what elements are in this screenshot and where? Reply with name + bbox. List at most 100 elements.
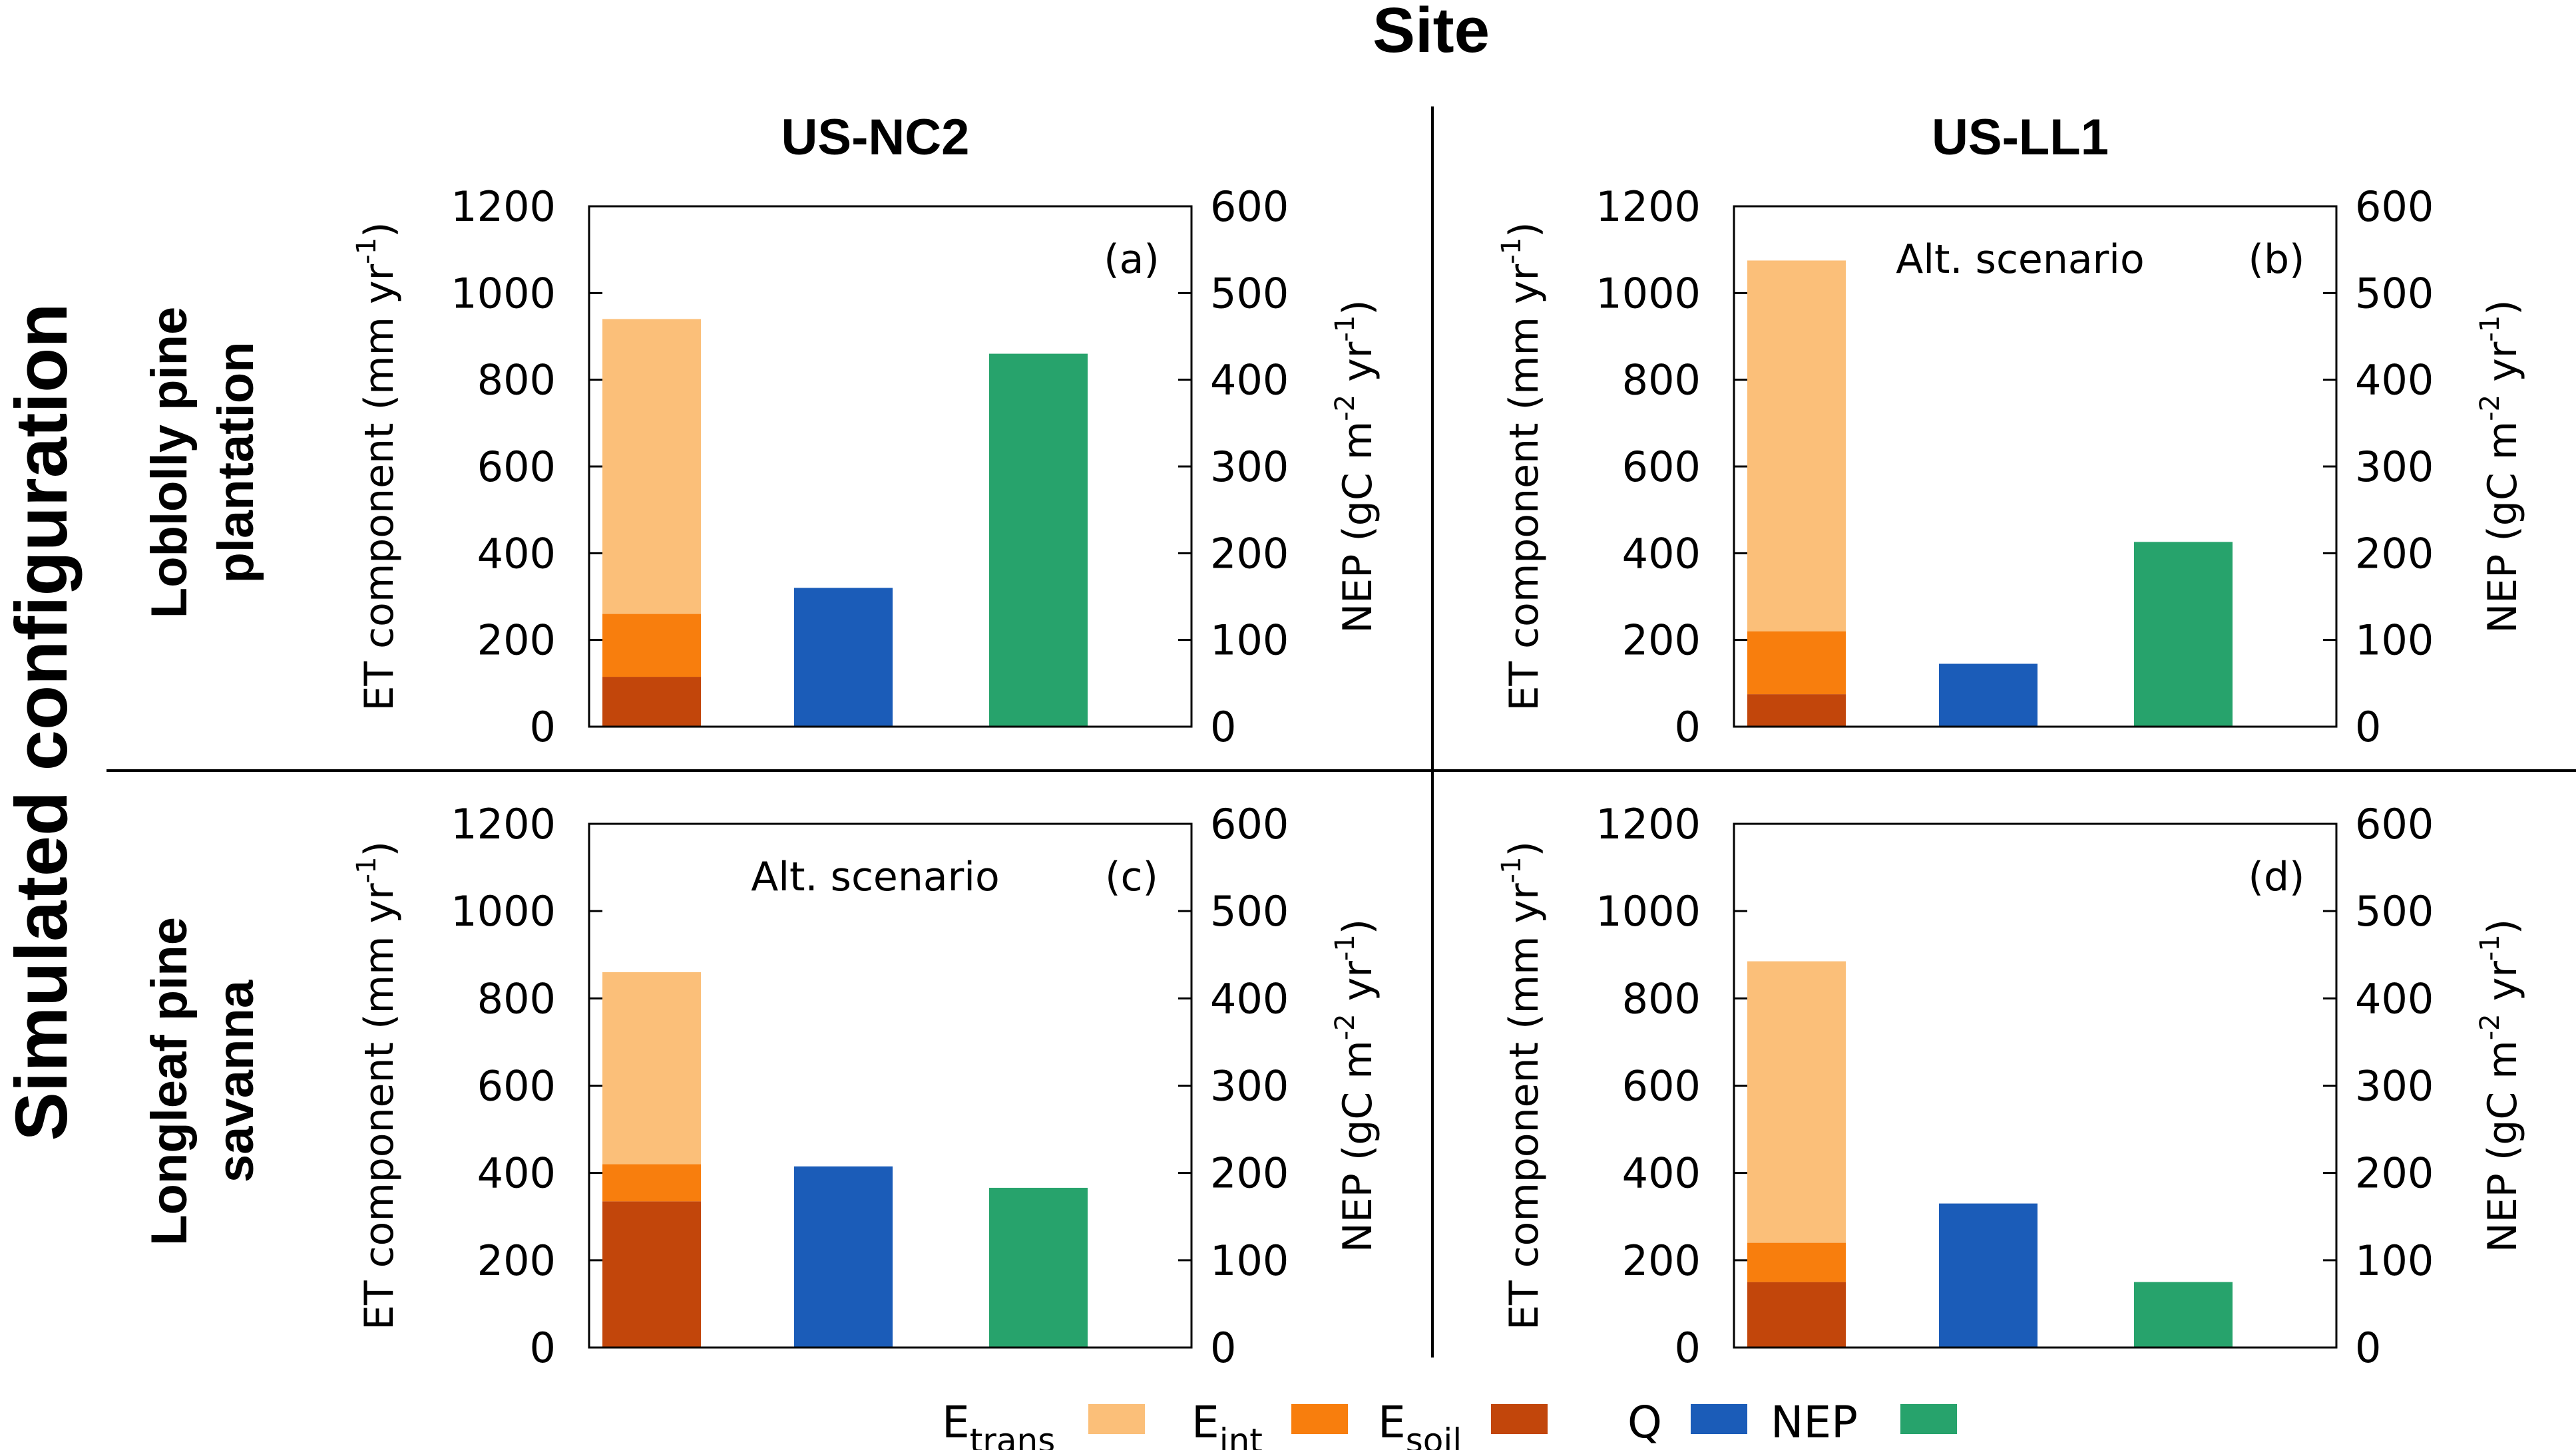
panel-label: (c)	[1105, 854, 1158, 900]
right-tick-label: 300	[1210, 443, 1289, 491]
panel-d: 0 200 400 600 800 1000 1200 0 100 200 300 400 500 600…	[1496, 800, 2526, 1372]
legend-label: Etrans	[942, 1397, 1055, 1450]
left-tick-label: 0	[1675, 1324, 1701, 1372]
right-tick-label: 500	[2355, 887, 2434, 936]
row-title-loblolly-line2: plantation	[208, 341, 264, 583]
column-title-us-ll1: US-LL1	[1932, 109, 2109, 166]
left-tick-label: 1000	[451, 887, 556, 936]
left-tick-label: 600	[1622, 443, 1701, 491]
panel-b: 0 200 400 600 800 1000 1200 0 100 200 300 400 500 600…	[1496, 182, 2526, 751]
left-tick-label: 800	[477, 974, 556, 1023]
bar-e-trans	[602, 319, 701, 614]
scenario-label: Alt. scenario	[751, 854, 999, 900]
legend-item-q: Q	[1627, 1397, 1747, 1448]
left-tick-label: 200	[1622, 616, 1701, 665]
panel-label: (b)	[2249, 236, 2305, 283]
left-tick-label: 1200	[451, 182, 556, 231]
site-title: Site	[1373, 0, 1490, 66]
left-tick-label: 400	[1622, 1149, 1701, 1198]
bar-nep	[989, 1187, 1088, 1348]
right-tick-label: 200	[1210, 1149, 1289, 1198]
legend-label: Esoil	[1378, 1397, 1462, 1450]
left-axis-label: ET component (mm yr-1)	[351, 222, 403, 711]
bar-e-int	[1747, 631, 1846, 695]
right-tick-label: 400	[2355, 356, 2434, 405]
right-tick-label: 0	[2355, 1324, 2381, 1372]
bar-e-soil	[602, 677, 701, 727]
bar-e-int	[602, 1164, 701, 1202]
bar-q	[1939, 663, 2038, 727]
left-tick-label: 200	[477, 1236, 556, 1285]
left-tick-label: 1200	[1596, 182, 1701, 231]
left-tick-label: 1000	[451, 269, 556, 317]
right-axis-label: NEP (gC m-2 yr-1)	[1330, 299, 1381, 633]
row-title-loblolly-line1: Loblolly pine	[141, 307, 198, 619]
left-tick-label: 0	[530, 703, 556, 751]
row-title-longleaf: Longleaf pine savanna	[141, 917, 264, 1246]
bar-e-soil	[1747, 694, 1846, 727]
row-title-longleaf-line1: Longleaf pine	[141, 917, 198, 1246]
left-axis-label: ET component (mm yr-1)	[1496, 841, 1548, 1330]
bar-q	[794, 1166, 893, 1348]
right-tick-label: 200	[1210, 529, 1289, 578]
left-tick-label: 400	[1622, 529, 1701, 578]
right-tick-label: 300	[1210, 1062, 1289, 1111]
right-tick-label: 0	[2355, 703, 2381, 751]
right-axis-label: NEP (gC m-2 yr-1)	[2475, 299, 2526, 633]
left-tick-label: 800	[477, 356, 556, 405]
legend-label: NEP	[1771, 1397, 1858, 1448]
right-tick-label: 100	[2355, 616, 2434, 665]
scenario-label: Alt. scenario	[1896, 236, 2144, 283]
left-tick-label: 1000	[1596, 887, 1701, 936]
right-tick-label: 0	[1210, 1324, 1236, 1372]
bar-e-soil	[602, 1201, 701, 1348]
bar-q	[1939, 1203, 2038, 1348]
right-tick-label: 500	[1210, 887, 1289, 936]
right-tick-label: 600	[2355, 182, 2434, 231]
bar-e-trans	[1747, 961, 1846, 1243]
right-axis-label: NEP (gC m-2 yr-1)	[2475, 919, 2526, 1252]
right-tick-label: 500	[1210, 269, 1289, 317]
bar-nep	[2134, 1282, 2233, 1348]
right-tick-label: 400	[1210, 974, 1289, 1023]
left-axis-label: ET component (mm yr-1)	[1496, 222, 1548, 711]
legend-swatch	[1691, 1404, 1747, 1434]
right-tick-label: 300	[2355, 1062, 2434, 1111]
legend-label: Eint	[1191, 1397, 1263, 1450]
left-tick-label: 0	[530, 1324, 556, 1372]
panels: 0200400600800100012000100200300400500600…	[351, 182, 2526, 1372]
right-tick-label: 600	[2355, 800, 2434, 848]
left-tick-label: 400	[477, 1149, 556, 1198]
bar-e-soil	[1747, 1282, 1846, 1348]
legend-item-e-soil: Esoil	[1378, 1397, 1548, 1450]
right-tick-label: 200	[2355, 529, 2434, 578]
bar-nep	[2134, 542, 2233, 727]
right-tick-label: 200	[2355, 1149, 2434, 1198]
legend-swatch	[1900, 1404, 1957, 1434]
left-tick-label: 600	[477, 1062, 556, 1111]
left-tick-label: 800	[1622, 974, 1701, 1023]
left-tick-label: 200	[477, 616, 556, 665]
bar-nep	[989, 353, 1088, 727]
row-title-loblolly: Loblolly pine plantation	[141, 307, 264, 619]
left-tick-label: 400	[477, 529, 556, 578]
left-tick-label: 1000	[1596, 269, 1701, 317]
bar-e-int	[1747, 1242, 1846, 1282]
legend-swatch	[1088, 1404, 1145, 1434]
right-tick-label: 400	[2355, 974, 2434, 1023]
left-tick-label: 200	[1622, 1236, 1701, 1285]
right-tick-label: 500	[2355, 269, 2434, 317]
right-tick-label: 600	[1210, 182, 1289, 231]
right-axis-label: NEP (gC m-2 yr-1)	[1330, 919, 1381, 1252]
config-title: Simulated configuration	[1, 303, 83, 1141]
bar-e-trans	[1747, 260, 1846, 632]
left-tick-label: 600	[1622, 1062, 1701, 1111]
right-tick-label: 0	[1210, 703, 1236, 751]
right-tick-label: 400	[1210, 356, 1289, 405]
bar-q	[794, 588, 893, 727]
left-tick-label: 0	[1675, 703, 1701, 751]
right-tick-label: 300	[2355, 443, 2434, 491]
legend-item-nep: NEP	[1771, 1397, 1957, 1448]
right-tick-label: 100	[2355, 1236, 2434, 1285]
panel-label: (d)	[2249, 854, 2305, 900]
